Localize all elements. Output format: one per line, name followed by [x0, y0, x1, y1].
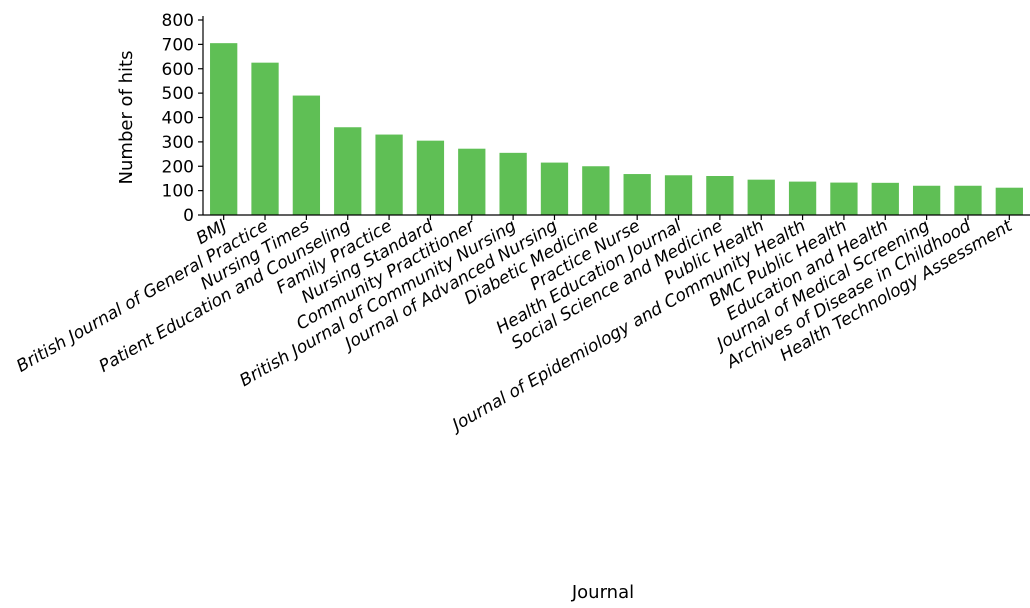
y-tick-label: 500 [162, 84, 194, 104]
bar-5 [375, 134, 403, 215]
y-axis: 0 100 200 300 400 500 600 700 800 [162, 11, 204, 226]
bar-18 [912, 185, 941, 215]
y-tick-label: 400 [162, 109, 194, 129]
y-tick-label: 300 [162, 133, 194, 153]
bar-3 [292, 95, 321, 215]
bar-9 [540, 162, 569, 215]
bar-6 [416, 140, 445, 215]
bar-12 [664, 175, 693, 215]
y-tick-label: 600 [162, 60, 194, 80]
bar-7 [458, 148, 486, 215]
bar-20 [995, 187, 1023, 215]
bar-19 [954, 185, 982, 215]
bar-1 [210, 43, 238, 215]
bar-4 [334, 127, 362, 215]
bar-10 [582, 166, 610, 215]
y-tick-label: 0 [183, 206, 194, 226]
bar-14 [747, 179, 775, 215]
y-axis-title: Number of hits [116, 51, 137, 185]
y-tick-label: 100 [162, 182, 194, 202]
bar-2 [251, 62, 279, 215]
y-tick-label: 200 [162, 157, 194, 177]
bar-17 [871, 182, 899, 215]
bar-16 [830, 182, 858, 215]
bars-group [210, 43, 1023, 215]
x-axis-title: Journal [571, 582, 634, 603]
y-tick-label: 700 [162, 35, 194, 55]
bar-11 [623, 174, 651, 215]
y-tick-label: 800 [162, 11, 194, 31]
bar-15 [788, 181, 817, 215]
bar-8 [499, 152, 527, 215]
bar-13 [706, 176, 734, 215]
